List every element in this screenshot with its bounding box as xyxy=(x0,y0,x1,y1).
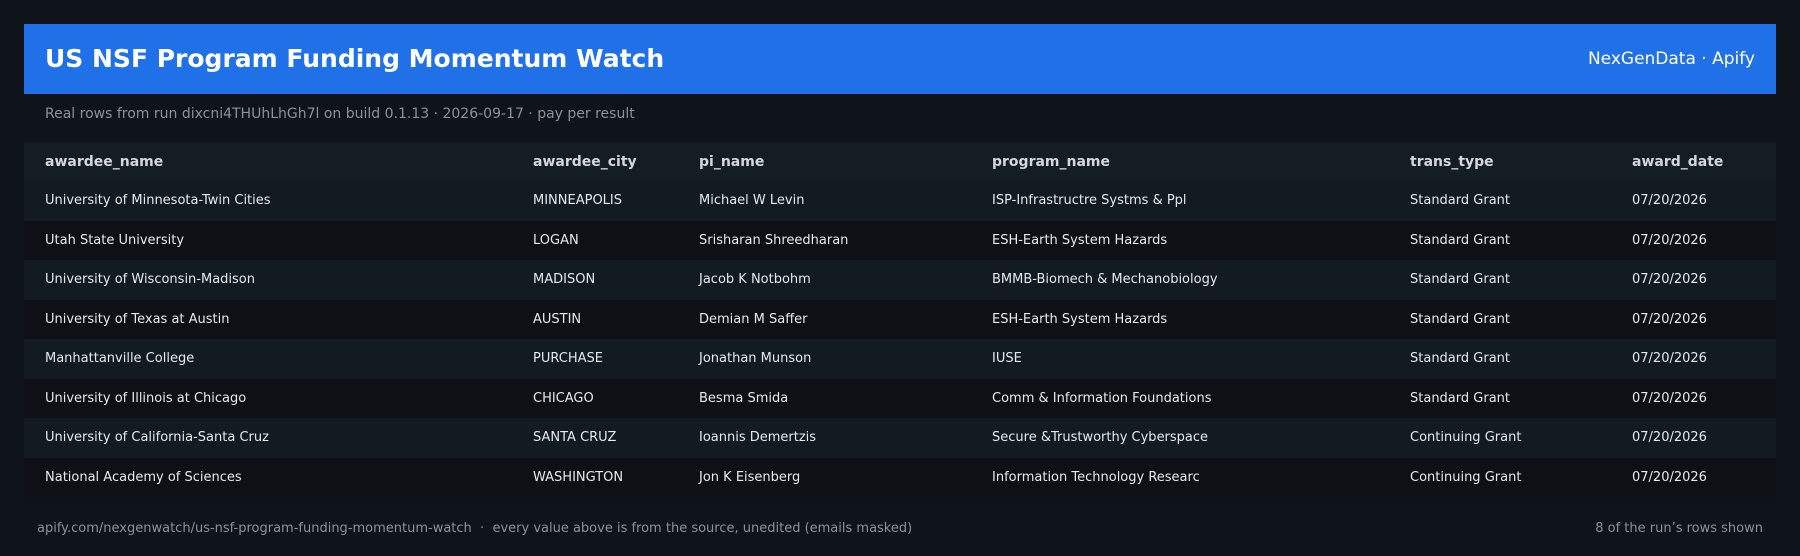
table-cell: Continuing Grant xyxy=(1410,430,1522,446)
column-header: pi_name xyxy=(678,142,971,181)
table-cell: University of Illinois at Chicago xyxy=(45,390,247,406)
column-header: program_name xyxy=(971,142,1389,181)
table-cell: ISP-Infrastructre Systms & Ppl xyxy=(992,193,1187,209)
footer-right: 8 of the run’s rows shown xyxy=(1595,521,1763,536)
table-cell: Srisharan Shreedharan xyxy=(699,232,849,248)
table-cell: Comm & Information Foundations xyxy=(992,390,1212,406)
table-cell: National Academy of Sciences xyxy=(45,469,242,485)
table-cell: LOGAN xyxy=(533,232,579,248)
table-cell: SANTA CRUZ xyxy=(533,430,617,446)
data-table: awardee_name awardee_city pi_name program_n… xyxy=(24,142,1776,497)
table-cell: PURCHASE xyxy=(533,351,603,367)
table-cell: University of Texas at Austin xyxy=(45,311,230,327)
page-title: US NSF Program Funding Momentum Watch xyxy=(45,44,665,73)
table-cell: Utah State University xyxy=(45,232,185,248)
table-cell: Jacob K Notbohm xyxy=(699,272,811,288)
header-bar: US NSF Program Funding Momentum Watch Ne… xyxy=(24,24,1776,94)
table-cell: University of Wisconsin-Madison xyxy=(45,272,255,288)
footer-left: apify.com/nexgenwatch/us-nsf-program-fun… xyxy=(37,521,913,536)
table-cell: ESH-Earth System Hazards xyxy=(992,311,1168,327)
table-cell: Manhattanville College xyxy=(45,351,195,367)
table-row: University of Wisconsin-Madison MADISON Ja… xyxy=(24,260,1776,300)
table-cell: Continuing Grant xyxy=(1410,469,1522,485)
table-cell: Standard Grant xyxy=(1410,232,1510,248)
table-cell: ESH-Earth System Hazards xyxy=(992,232,1168,248)
column-header: award_date xyxy=(1611,142,1776,181)
table-cell: University of Minnesota-Twin Cities xyxy=(45,193,271,209)
table-cell: MADISON xyxy=(533,272,596,288)
table-cell: CHICAGO xyxy=(533,390,594,406)
table-row: Utah State University LOGAN Srisharan Shre… xyxy=(24,220,1776,260)
table-cell: Jonathan Munson xyxy=(699,351,812,367)
table-cell: 07/20/2026 xyxy=(1632,232,1707,248)
table-cell: WASHINGTON xyxy=(533,469,624,485)
table-cell: 07/20/2026 xyxy=(1632,311,1707,327)
table-cell: Standard Grant xyxy=(1410,311,1510,327)
table-cell: 07/20/2026 xyxy=(1632,390,1707,406)
table-cell: Demian M Saffer xyxy=(699,311,808,327)
table-cell: Standard Grant xyxy=(1410,390,1510,406)
table-cell: Besma Smida xyxy=(699,390,789,406)
table-row: University of Texas at Austin AUSTIN Demia… xyxy=(24,299,1776,339)
table-cell: IUSE xyxy=(992,351,1022,367)
table-row: University of Minnesota-Twin Cities MINNE… xyxy=(24,181,1776,221)
table-cell: Jon K Eisenberg xyxy=(699,469,801,485)
table-cell: Standard Grant xyxy=(1410,272,1510,288)
table-cell: University of California-Santa Cruz xyxy=(45,430,269,446)
column-header: trans_type xyxy=(1389,142,1611,181)
table-cell: Secure &Trustworthy Cyberspace xyxy=(992,430,1209,446)
table-cell: AUSTIN xyxy=(533,311,582,327)
table-cell: 07/20/2026 xyxy=(1632,193,1707,209)
table-cell: 07/20/2026 xyxy=(1632,351,1707,367)
brand: NexGenData · Apify xyxy=(1587,49,1755,69)
table-cell: MINNEAPOLIS xyxy=(533,193,623,209)
table-cell: Ioannis Demertzis xyxy=(699,430,817,446)
column-header: awardee_city xyxy=(512,142,678,181)
table-body: University of Minnesota-Twin Cities MINNE… xyxy=(24,181,1776,497)
table-cell: 07/20/2026 xyxy=(1632,469,1707,485)
table-cell: BMMB-Biomech & Mechanobiology xyxy=(992,272,1218,288)
table-row: University of Illinois at Chicago CHICAGO… xyxy=(24,378,1776,418)
table-row: Manhattanville College PURCHASE Jonathan M… xyxy=(24,339,1776,379)
table-row: National Academy of Sciences WASHINGTON Jo… xyxy=(24,457,1776,497)
table-cell: Michael W Levin xyxy=(699,193,805,209)
table-cell: 07/20/2026 xyxy=(1632,430,1707,446)
header-row: awardee_name awardee_city pi_name program_n… xyxy=(24,142,1776,181)
column-header: awardee_name xyxy=(24,142,512,181)
table-row: University of California-Santa Cruz SANTA… xyxy=(24,418,1776,458)
table-cell: Information Technology Researc xyxy=(992,469,1200,485)
table-cell: Standard Grant xyxy=(1410,193,1510,209)
table-cell: Standard Grant xyxy=(1410,351,1510,367)
table-cell: 07/20/2026 xyxy=(1632,272,1707,288)
subtitle: Real rows from run dixcni4THUhLhGh7l on … xyxy=(45,106,635,122)
